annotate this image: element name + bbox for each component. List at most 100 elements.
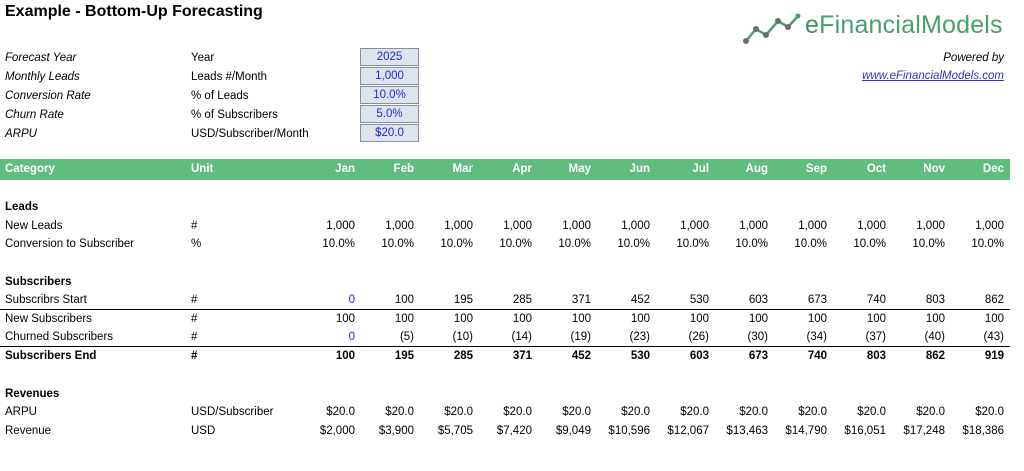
month-value: 100 [453, 313, 473, 325]
month-value: 195 [394, 350, 414, 362]
month-value: 10.0% [617, 238, 650, 250]
month-value: $13,463 [726, 425, 768, 437]
month-value: 740 [866, 294, 886, 306]
month-value: 1,000 [326, 220, 355, 232]
month-value: 862 [925, 350, 945, 362]
assumption-unit: Leads #/Month [191, 71, 268, 83]
month-value: (23) [629, 331, 650, 343]
row-label: Revenue [5, 425, 52, 437]
month-value: 100 [748, 313, 768, 325]
header-category: Category [5, 163, 55, 175]
assumption-unit: % of Subscribers [191, 109, 278, 121]
month-value: $20.0 [857, 406, 886, 418]
month-value: 285 [512, 294, 532, 306]
month-value: 100 [512, 313, 532, 325]
month-value: $20.0 [621, 406, 650, 418]
assumption-row: Churn Rate % of Subscribers 5.0% [5, 105, 425, 123]
row-label: New Subscribers [5, 313, 92, 325]
row-label: Churned Subscribers [5, 331, 114, 343]
efinancialmodels-logo: eFinancialModels [742, 11, 1007, 45]
month-value: 1,000 [916, 220, 945, 232]
month-value: 1,000 [621, 220, 650, 232]
sheet-title: Example - Bottom-Up Forecasting [5, 3, 263, 20]
assumption-row: ARPU USD/Subscriber/Month $20.0 [5, 124, 425, 142]
month-value: 740 [807, 350, 827, 362]
row-label: Conversion to Subscriber [5, 238, 135, 250]
month-value: $9,049 [555, 425, 591, 437]
section-title: Revenues [5, 388, 60, 400]
month-header: Jan [335, 163, 355, 175]
month-value: (19) [570, 331, 591, 343]
month-header: May [568, 163, 591, 175]
month-value: 1,000 [975, 220, 1004, 232]
month-value: 530 [689, 294, 709, 306]
row-unit: # [191, 331, 198, 343]
row-unit: USD/Subscriber [191, 406, 274, 418]
month-value: (14) [511, 331, 532, 343]
month-value: 100 [335, 350, 355, 362]
month-value: 803 [925, 294, 945, 306]
month-value: 100 [689, 313, 709, 325]
assumption-label: Conversion Rate [5, 90, 91, 102]
month-value: $7,420 [496, 425, 532, 437]
row-label: New Leads [5, 220, 63, 232]
month-value: $3,900 [378, 425, 414, 437]
month-header: Aug [745, 163, 768, 175]
section-title: Subscribers [5, 276, 72, 288]
month-value: 1,000 [739, 220, 768, 232]
month-value: 0 [348, 294, 355, 306]
website-link[interactable]: www.eFinancialModels.com [862, 70, 1004, 82]
month-value: 100 [984, 313, 1004, 325]
section-revenues: Revenues [0, 385, 1010, 403]
churn-rate-input[interactable]: 5.0% [360, 105, 419, 123]
month-value: (5) [399, 331, 414, 343]
arpu-input[interactable]: $20.0 [360, 124, 419, 142]
month-value: 919 [984, 350, 1004, 362]
row-label: ARPU [5, 406, 37, 418]
month-value: (26) [688, 331, 709, 343]
assumption-row: Conversion Rate % of Leads 10.0% [5, 86, 425, 104]
month-value: 530 [630, 350, 650, 362]
month-value: (34) [806, 331, 827, 343]
table-row-subs-start: Subscribrs Start # 0 100 195 285 371 452 530 60… [0, 291, 1010, 309]
month-header: Mar [452, 163, 473, 175]
month-value: $17,248 [903, 425, 945, 437]
month-value: $20.0 [739, 406, 768, 418]
month-value: 100 [630, 313, 650, 325]
month-value: 603 [748, 294, 768, 306]
month-value: $20.0 [975, 406, 1004, 418]
monthly-leads-input[interactable]: 1,000 [360, 67, 419, 85]
month-value: (10) [452, 331, 473, 343]
section-title: Leads [5, 201, 39, 213]
assumption-label: Forecast Year [5, 52, 77, 64]
table-row-arpu: ARPU USD/Subscriber $20.0 $20.0 $20.0 $20.0… [0, 403, 1010, 421]
month-value: 673 [807, 294, 827, 306]
conversion-rate-input[interactable]: 10.0% [360, 86, 419, 104]
month-value: 452 [630, 294, 650, 306]
month-value: (37) [865, 331, 886, 343]
month-header: Nov [923, 163, 945, 175]
divider [0, 309, 1010, 310]
assumption-unit: % of Leads [191, 90, 249, 102]
month-value: 10.0% [971, 238, 1004, 250]
forecast-year-input[interactable]: 2025 [360, 48, 419, 66]
month-header: Sep [805, 163, 827, 175]
month-value: 10.0% [499, 238, 532, 250]
chart-trend-icon [743, 13, 801, 44]
month-value: $16,051 [844, 425, 886, 437]
month-value: 100 [335, 313, 355, 325]
month-value: $20.0 [385, 406, 414, 418]
header-unit: Unit [191, 163, 214, 175]
month-value: 100 [925, 313, 945, 325]
month-value: 1,000 [680, 220, 709, 232]
month-header: Jul [692, 163, 709, 175]
table-row-new-subs: New Subscribers # 100 100 100 100 100 100 100 1… [0, 310, 1010, 328]
month-value: 1,000 [798, 220, 827, 232]
month-value: 100 [866, 313, 886, 325]
month-value: 100 [394, 313, 414, 325]
month-value: 673 [748, 350, 768, 362]
month-value: 371 [512, 350, 532, 362]
row-unit: USD [191, 425, 216, 437]
row-unit: # [191, 350, 198, 362]
month-value: 10.0% [322, 238, 355, 250]
